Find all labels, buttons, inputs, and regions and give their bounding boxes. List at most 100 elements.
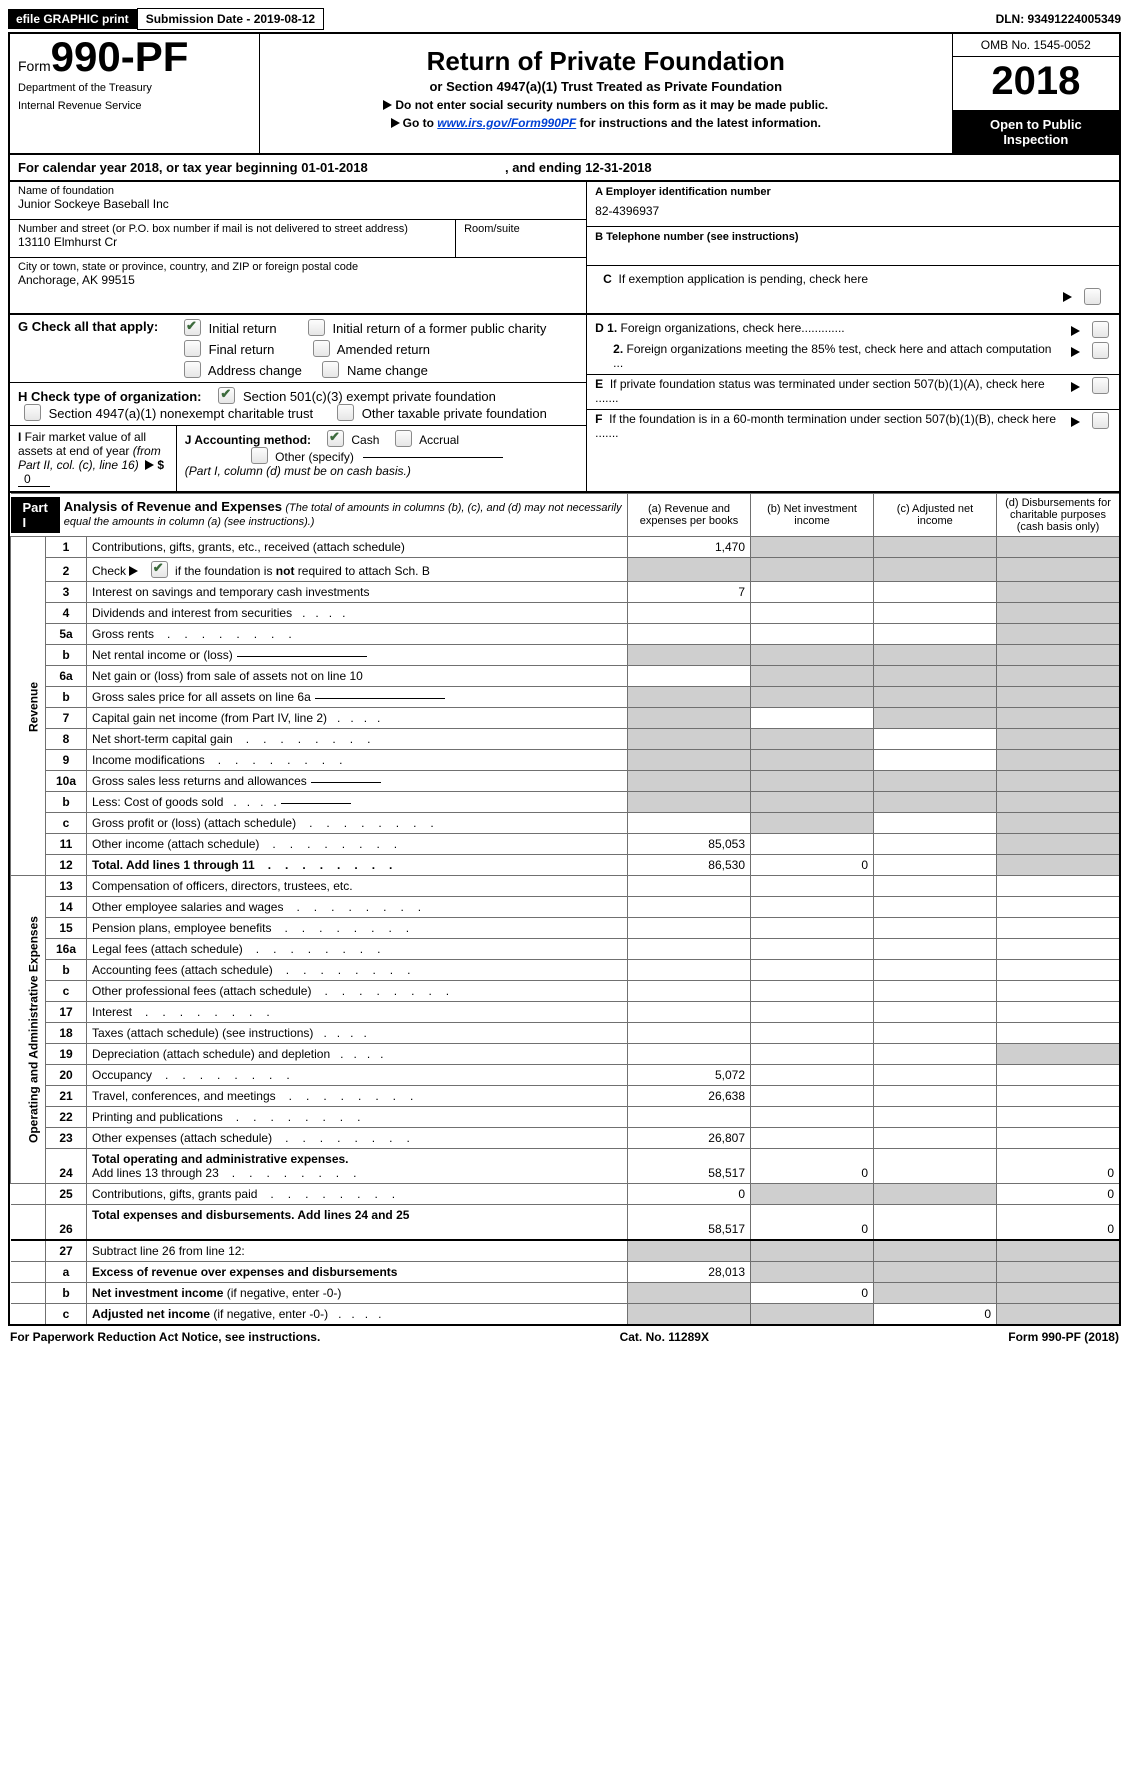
- section-f: F If the foundation is in a 60-month ter…: [587, 410, 1119, 442]
- dept-2: Internal Revenue Service: [18, 100, 251, 112]
- checkbox-501c3[interactable]: [218, 387, 235, 404]
- checkbox-other-method[interactable]: [251, 447, 268, 464]
- col-c-header: (c) Adjusted net income: [874, 494, 997, 537]
- col-b-header: (b) Net investment income: [751, 494, 874, 537]
- line-3-desc: Interest on savings and temporary cash i…: [87, 582, 628, 603]
- line-4-desc: Dividends and interest from securities: [87, 603, 628, 624]
- arrow-icon: [145, 460, 154, 470]
- form-note-2: Go to www.irs.gov/Form990PF for instruct…: [268, 116, 944, 130]
- section-h: H Check type of organization: Section 50…: [10, 383, 586, 426]
- line-24-d: 0: [997, 1149, 1120, 1184]
- exemption-pending-cell: C C If exemption application is pending,…: [587, 266, 1119, 313]
- ein-cell: A Employer identification number 82-4396…: [587, 182, 1119, 227]
- line-24-desc: Total operating and administrative expen…: [87, 1149, 628, 1184]
- paperwork-notice: For Paperwork Reduction Act Notice, see …: [10, 1330, 320, 1344]
- form-container: Form990-PF Department of the Treasury In…: [8, 32, 1121, 1326]
- line-10a-desc: Gross sales less returns and allowances: [87, 771, 628, 792]
- foundation-name-cell: Name of foundation Junior Sockeye Baseba…: [10, 182, 586, 220]
- checkbox-initial-former[interactable]: [308, 319, 325, 336]
- arrow-icon: [129, 566, 138, 576]
- line-1-desc: Contributions, gifts, grants, etc., rece…: [87, 537, 628, 558]
- page-footer: For Paperwork Reduction Act Notice, see …: [8, 1326, 1121, 1344]
- line-21-a: 26,638: [628, 1086, 751, 1107]
- checkbox-accrual[interactable]: [395, 430, 412, 447]
- line-5b-desc: Net rental income or (loss): [87, 645, 628, 666]
- revenue-side-label: Revenue: [11, 537, 46, 876]
- top-bar: efile GRAPHIC print Submission Date - 20…: [8, 8, 1121, 30]
- checkbox-name-change[interactable]: [322, 361, 339, 378]
- dept-1: Department of the Treasury: [18, 82, 251, 94]
- line-22-desc: Printing and publications: [87, 1107, 628, 1128]
- tax-year: 2018: [953, 57, 1119, 111]
- arrow-icon: [383, 100, 392, 110]
- line-6b-desc: Gross sales price for all assets on line…: [87, 687, 628, 708]
- part1-badge: Part I: [11, 497, 60, 533]
- line-15-desc: Pension plans, employee benefits: [87, 918, 628, 939]
- line-9-desc: Income modifications: [87, 750, 628, 771]
- cat-number: Cat. No. 11289X: [620, 1330, 709, 1344]
- line-16b-desc: Accounting fees (attach schedule): [87, 960, 628, 981]
- line-7-desc: Capital gain net income (from Part IV, l…: [87, 708, 628, 729]
- form-ref: Form 990-PF (2018): [1008, 1330, 1119, 1344]
- line-27a-desc: Excess of revenue over expenses and disb…: [87, 1262, 628, 1283]
- section-j: J Accounting method: Cash Accrual Other …: [176, 426, 586, 491]
- line-27b-b: 0: [751, 1283, 874, 1304]
- line-21-desc: Travel, conferences, and meetings: [87, 1086, 628, 1107]
- line-12-a: 86,530: [628, 855, 751, 876]
- section-e: E If private foundation status was termi…: [587, 375, 1119, 407]
- line-1-a: 1,470: [628, 537, 751, 558]
- form-subtitle: or Section 4947(a)(1) Trust Treated as P…: [268, 79, 944, 94]
- street-address: 13110 Elmhurst Cr: [18, 235, 447, 249]
- checkbox-final-return[interactable]: [184, 340, 201, 357]
- checkbox-4947[interactable]: [24, 404, 41, 421]
- part1-table: Part I Analysis of Revenue and Expenses …: [10, 493, 1119, 1324]
- line-23-desc: Other expenses (attach schedule): [87, 1128, 628, 1149]
- line-24-b: 0: [751, 1149, 874, 1184]
- irs-link[interactable]: www.irs.gov/Form990PF: [437, 116, 576, 130]
- dln-number: DLN: 93491224005349: [996, 12, 1121, 26]
- line-5a-desc: Gross rents: [87, 624, 628, 645]
- checkbox-other-taxable[interactable]: [337, 404, 354, 421]
- line-27c-desc: Adjusted net income (if negative, enter …: [87, 1304, 628, 1325]
- checkbox-amended[interactable]: [313, 340, 330, 357]
- fmv-value: 0: [18, 472, 50, 487]
- checkbox-d2[interactable]: [1092, 342, 1109, 359]
- line-18-desc: Taxes (attach schedule) (see instruction…: [87, 1023, 628, 1044]
- checkbox-address-change[interactable]: [184, 361, 201, 378]
- line-24-a: 58,517: [628, 1149, 751, 1184]
- line-20-a: 5,072: [628, 1065, 751, 1086]
- arrow-icon: [391, 118, 400, 128]
- line-2-desc: Check if the foundation is not required …: [87, 558, 628, 582]
- line-25-desc: Contributions, gifts, grants paid: [87, 1184, 628, 1205]
- line-27c-c: 0: [874, 1304, 997, 1325]
- efile-badge: efile GRAPHIC print: [8, 9, 137, 29]
- line-3-a: 7: [628, 582, 751, 603]
- checkbox-initial-return[interactable]: [184, 319, 201, 336]
- form-number: 990-PF: [51, 33, 189, 80]
- street-cell: Number and street (or P.O. box number if…: [10, 220, 456, 258]
- col-d-header: (d) Disbursements for charitable purpose…: [997, 494, 1120, 537]
- omb-number: OMB No. 1545-0052: [953, 34, 1119, 57]
- city-cell: City or town, state or province, country…: [10, 258, 586, 295]
- calendar-year-line: For calendar year 2018, or tax year begi…: [10, 155, 1119, 182]
- arrow-icon: [1071, 326, 1080, 336]
- checkbox-d1[interactable]: [1092, 321, 1109, 338]
- inspection-notice: Open to Public Inspection: [953, 111, 1119, 153]
- checkbox-e[interactable]: [1092, 377, 1109, 394]
- ein-value: 82-4396937: [595, 204, 1111, 218]
- line-16c-desc: Other professional fees (attach schedule…: [87, 981, 628, 1002]
- checkbox-f[interactable]: [1092, 412, 1109, 429]
- line-12-b: 0: [751, 855, 874, 876]
- expenses-side-label: Operating and Administrative Expenses: [11, 876, 46, 1184]
- line-11-desc: Other income (attach schedule): [87, 834, 628, 855]
- line-10b-desc: Less: Cost of goods sold: [87, 792, 628, 813]
- checkbox-sch-b[interactable]: [151, 561, 168, 578]
- line-13-desc: Compensation of officers, directors, tru…: [87, 876, 628, 897]
- foundation-name: Junior Sockeye Baseball Inc: [18, 197, 578, 211]
- checkbox-cash[interactable]: [327, 430, 344, 447]
- part1-title: Analysis of Revenue and Expenses (The to…: [60, 497, 627, 533]
- arrow-icon: [1071, 417, 1080, 427]
- checkbox-c[interactable]: [1084, 288, 1101, 305]
- line-11-a: 85,053: [628, 834, 751, 855]
- line-19-desc: Depreciation (attach schedule) and deple…: [87, 1044, 628, 1065]
